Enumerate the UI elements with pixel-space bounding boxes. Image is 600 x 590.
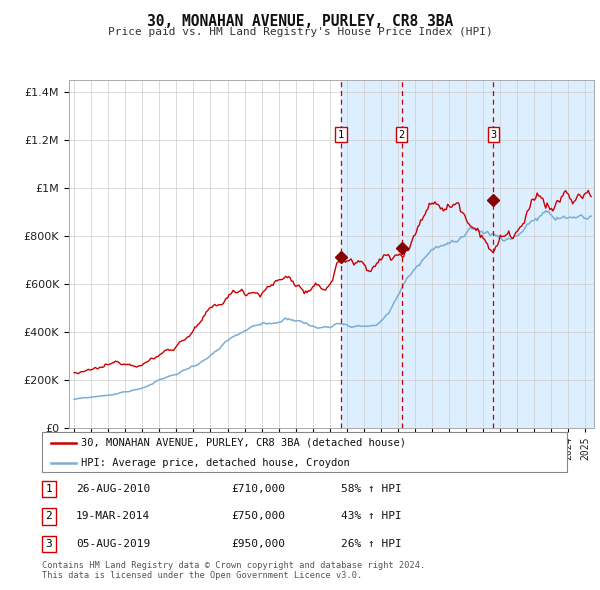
Text: £710,000: £710,000	[231, 484, 285, 494]
Text: 3: 3	[490, 130, 496, 140]
Text: This data is licensed under the Open Government Licence v3.0.: This data is licensed under the Open Gov…	[42, 571, 362, 579]
Text: Price paid vs. HM Land Registry's House Price Index (HPI): Price paid vs. HM Land Registry's House …	[107, 27, 493, 37]
Text: 2: 2	[398, 130, 404, 140]
Text: 1: 1	[338, 130, 344, 140]
Text: £750,000: £750,000	[231, 512, 285, 522]
Text: 30, MONAHAN AVENUE, PURLEY, CR8 3BA: 30, MONAHAN AVENUE, PURLEY, CR8 3BA	[147, 14, 453, 29]
Text: 2: 2	[46, 512, 52, 522]
Text: 58% ↑ HPI: 58% ↑ HPI	[341, 484, 402, 494]
FancyBboxPatch shape	[42, 432, 567, 472]
Text: 1: 1	[46, 484, 52, 494]
Text: 26% ↑ HPI: 26% ↑ HPI	[341, 539, 402, 549]
Text: 26-AUG-2010: 26-AUG-2010	[76, 484, 151, 494]
Text: 05-AUG-2019: 05-AUG-2019	[76, 539, 151, 549]
Text: 43% ↑ HPI: 43% ↑ HPI	[341, 512, 402, 522]
Text: £950,000: £950,000	[231, 539, 285, 549]
Text: HPI: Average price, detached house, Croydon: HPI: Average price, detached house, Croy…	[82, 458, 350, 468]
Text: 19-MAR-2014: 19-MAR-2014	[76, 512, 151, 522]
Text: 3: 3	[46, 539, 52, 549]
Text: Contains HM Land Registry data © Crown copyright and database right 2024.: Contains HM Land Registry data © Crown c…	[42, 560, 425, 569]
Text: 30, MONAHAN AVENUE, PURLEY, CR8 3BA (detached house): 30, MONAHAN AVENUE, PURLEY, CR8 3BA (det…	[82, 438, 406, 448]
Bar	[341, 80, 594, 428]
